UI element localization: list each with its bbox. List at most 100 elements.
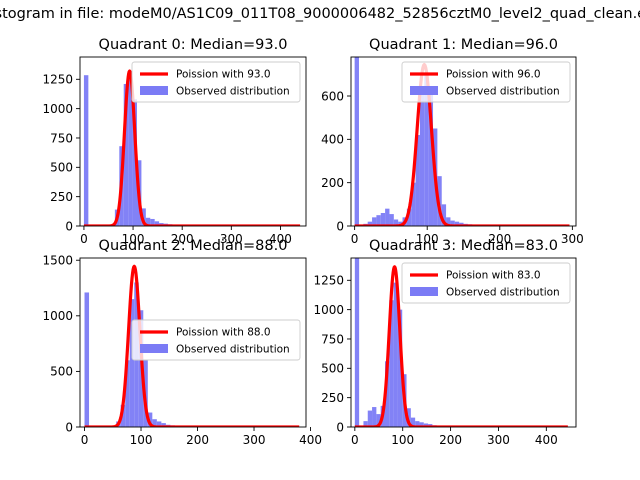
- y-tick-label: 1250: [313, 274, 344, 288]
- y-tick-label: 1500: [42, 254, 73, 268]
- histogram-bar: [419, 91, 425, 226]
- histogram-bar: [419, 422, 424, 427]
- poisson-fit-line: [82, 69, 302, 226]
- y-tick-label: 0: [336, 219, 344, 233]
- x-tick-label: 0: [351, 232, 359, 246]
- x-tick-label: 0: [81, 433, 89, 447]
- histogram-bar: [128, 71, 133, 226]
- y-tick-label: 750: [50, 131, 73, 145]
- x-tick-label: 100: [416, 232, 439, 246]
- histogram-bar: [389, 214, 394, 226]
- legend: Poission with 96.0 Observed distribution: [401, 61, 571, 103]
- histogram-bar: [123, 83, 129, 226]
- histogram-bar: [152, 419, 157, 427]
- histogram-bar: [354, 57, 359, 226]
- histogram-bar: [441, 204, 447, 226]
- subplot-1: 0 100 200 300 0 200 400 600 Quadrant 1: Median=9…: [321, 37, 584, 246]
- histogram-bar: [84, 292, 90, 427]
- histogram-bar: [145, 217, 151, 226]
- histogram-bar: [406, 208, 412, 226]
- histogram-bar: [367, 410, 373, 427]
- y-tick-label: 500: [321, 362, 344, 376]
- x-tick-label: 300: [561, 232, 584, 246]
- x-tick-label: 400: [269, 232, 292, 246]
- histogram-bar: [83, 75, 89, 226]
- y-tick-label: 400: [321, 133, 344, 147]
- figure-suptitle: Histogram in file: modeM0/AS1C09_011T08_…: [0, 6, 640, 22]
- data-layer: [82, 69, 302, 226]
- axes-frame: [79, 56, 307, 227]
- histogram-bar: [428, 87, 434, 226]
- subplot-3: 0 100 200 300 400 0 250 500 750 1000 1250 Quadrant …: [313, 238, 577, 447]
- legend-frame: [401, 61, 571, 103]
- histogram-bar: [446, 217, 451, 226]
- x-tick-label: 300: [243, 433, 266, 447]
- histogram-bar: [147, 412, 153, 427]
- histogram-bar: [384, 361, 390, 427]
- data-layer: [353, 57, 571, 226]
- histogram-bar: [372, 217, 377, 226]
- histogram-bar: [393, 282, 398, 427]
- legend-hist-label: Observed distribution: [176, 86, 290, 98]
- axes-frame: [350, 257, 577, 428]
- histogram-bar: [389, 300, 394, 427]
- y-tick-label: 250: [50, 190, 73, 204]
- histogram-bar: [393, 219, 399, 226]
- x-tick-label: 100: [130, 433, 153, 447]
- histogram-bar: [363, 421, 368, 427]
- legend-fit-label: Poission with 96.0: [446, 69, 541, 81]
- y-tick-label: 1000: [42, 309, 73, 323]
- legend-hist-label: Observed distribution: [446, 86, 560, 98]
- legend-hist-swatch: [410, 86, 438, 95]
- poisson-fit-line: [353, 265, 569, 427]
- legend: Poission with 88.0 Observed distribution: [131, 319, 301, 361]
- y-tick-label: 200: [321, 176, 344, 190]
- x-tick-label: 400: [535, 433, 558, 447]
- legend-frame: [401, 262, 571, 304]
- subplot-title: Quadrant 0: Median=93.0: [99, 37, 288, 53]
- histogram-bar: [411, 182, 416, 226]
- histogram-bar: [367, 221, 373, 226]
- legend-hist-swatch: [140, 344, 168, 353]
- x-tick-label: 200: [439, 433, 462, 447]
- histogram-bar: [120, 404, 126, 427]
- histogram-bar: [385, 208, 390, 226]
- legend: Poission with 93.0 Observed distribution: [131, 61, 301, 103]
- subplot-title: Quadrant 2: Median=88.0: [99, 238, 288, 254]
- legend-frame: [131, 319, 301, 361]
- legend-fit-label: Poission with 88.0: [176, 327, 271, 339]
- y-tick-label: 500: [50, 365, 73, 379]
- histogram-bar: [150, 218, 155, 226]
- y-tick-label: 0: [336, 420, 344, 434]
- legend-fit-label: Poission with 83.0: [446, 270, 541, 282]
- y-tick-label: 0: [65, 219, 73, 233]
- y-tick-label: 1000: [42, 102, 73, 116]
- histogram-bar: [156, 421, 162, 427]
- axes-frame: [79, 257, 307, 428]
- legend-hist-swatch: [410, 287, 438, 296]
- histogram-bar: [424, 74, 429, 226]
- x-tick-label: 200: [488, 232, 511, 246]
- histogram-bar: [415, 421, 420, 427]
- subplot-title: Quadrant 3: Median=83.0: [369, 238, 558, 254]
- y-tick-label: 750: [321, 332, 344, 346]
- histogram-bar: [423, 423, 429, 427]
- y-tick-label: 1000: [313, 303, 344, 317]
- histogram-bar: [376, 215, 381, 226]
- legend-hist-label: Observed distribution: [176, 344, 290, 356]
- y-tick-label: 0: [65, 420, 73, 434]
- x-tick-label: 300: [220, 232, 243, 246]
- data-layer: [353, 258, 569, 427]
- y-tick-label: 600: [321, 89, 344, 103]
- histogram-bar: [415, 135, 420, 226]
- subplot-title: Quadrant 1: Median=96.0: [369, 37, 558, 53]
- x-tick-label: 0: [80, 232, 88, 246]
- histogram-bar: [354, 258, 360, 427]
- legend-hist-swatch: [140, 86, 168, 95]
- x-tick-label: 300: [487, 433, 510, 447]
- histogram-bar: [410, 417, 416, 427]
- poisson-fit-line: [83, 264, 301, 427]
- y-tick-label: 1250: [42, 73, 73, 87]
- x-tick-label: 200: [186, 433, 209, 447]
